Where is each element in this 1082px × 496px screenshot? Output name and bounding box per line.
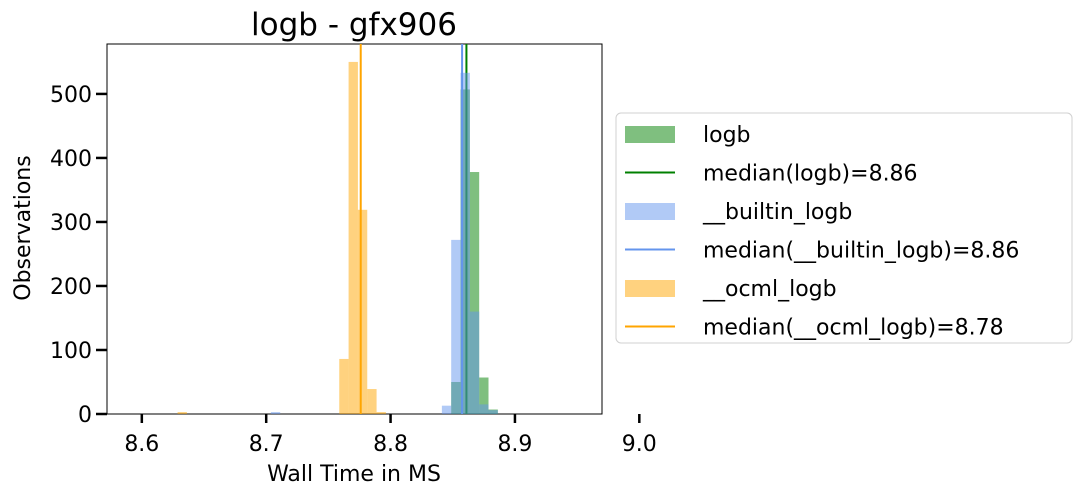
legend-label: logb bbox=[703, 123, 751, 148]
x-tick-label: 8.9 bbox=[497, 432, 532, 457]
x-axis: 8.6 8.7 8.8 8.9 9.0 bbox=[124, 414, 657, 457]
y-tick-label: 500 bbox=[50, 83, 92, 108]
legend-label: median(__builtin_logb)=8.86 bbox=[703, 239, 1019, 264]
plot-area bbox=[106, 43, 603, 415]
histogram-bar bbox=[441, 405, 452, 414]
legend-item-logb: logb bbox=[625, 123, 751, 148]
x-tick-label: 8.8 bbox=[373, 432, 408, 457]
legend: logb median(logb)=8.86 __builtin_logbmedia… bbox=[615, 112, 1073, 344]
y-tick-label: 300 bbox=[50, 211, 92, 236]
histogram-bar bbox=[177, 412, 187, 414]
y-axis-label: Observations bbox=[11, 155, 36, 300]
histogram-bar bbox=[469, 311, 480, 414]
x-tick-label: 8.6 bbox=[124, 432, 159, 457]
legend-item-builtin-logb: __builtin_logb bbox=[625, 200, 852, 225]
series-builtin-logb bbox=[270, 72, 498, 415]
y-tick-label: 100 bbox=[50, 339, 92, 364]
y-tick-label: 200 bbox=[50, 275, 92, 300]
y-tick-label: 400 bbox=[50, 147, 92, 172]
legend-label: __builtin_logb bbox=[702, 200, 852, 225]
histogram-bar bbox=[479, 404, 489, 414]
legend-item-median-ocml-logb-8-78: median(__ocml_logb)=8.78 bbox=[625, 316, 1004, 341]
histogram-bar bbox=[479, 377, 489, 414]
series-ocml-logb bbox=[177, 61, 386, 414]
histogram-bar bbox=[339, 358, 349, 414]
histogram-bar bbox=[460, 72, 470, 415]
histogram-bar bbox=[488, 410, 498, 414]
legend-item-median-logb-8-86: median(logb)=8.86 bbox=[625, 162, 918, 187]
y-tick-label: 0 bbox=[78, 403, 92, 428]
histogram-bar bbox=[469, 172, 480, 414]
legend-item-median-builtin-logb-8-86: median(__builtin_logb)=8.86 bbox=[625, 239, 1019, 264]
chart-title: logb - gfx906 bbox=[251, 7, 457, 43]
histogram-bar bbox=[348, 61, 358, 414]
legend-label: median(__ocml_logb)=8.78 bbox=[703, 316, 1004, 341]
legend-swatch bbox=[625, 203, 675, 220]
histogram-bar bbox=[451, 239, 461, 414]
histogram-bar bbox=[376, 412, 386, 414]
histogram-bar bbox=[270, 412, 281, 414]
histogram-bar bbox=[357, 209, 368, 414]
legend-label: median(logb)=8.86 bbox=[703, 162, 918, 187]
x-axis-label: Wall Time in MS bbox=[267, 462, 441, 487]
legend-label: __ocml_logb bbox=[702, 277, 837, 302]
legend-swatch bbox=[625, 126, 675, 143]
histogram-bar bbox=[367, 389, 377, 414]
legend-item-ocml-logb: __ocml_logb bbox=[625, 277, 837, 302]
x-tick-label: 9.0 bbox=[622, 432, 657, 457]
y-axis: 0 100 200 300 400 500 bbox=[50, 83, 107, 428]
legend-swatch bbox=[625, 280, 675, 297]
x-tick-label: 8.7 bbox=[249, 432, 284, 457]
legend-box bbox=[615, 112, 1073, 344]
